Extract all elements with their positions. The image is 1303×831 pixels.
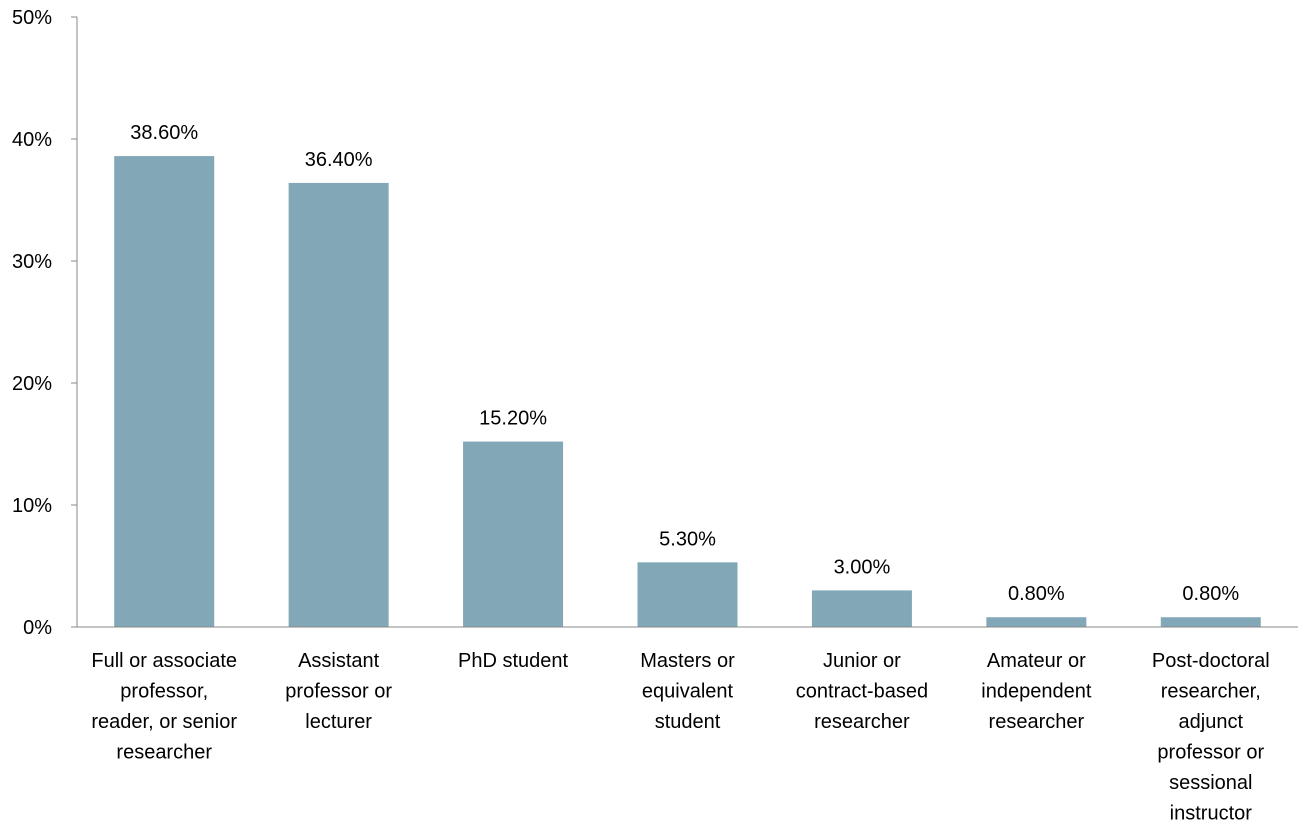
category-label-line: researcher bbox=[989, 711, 1085, 733]
category-label-line: lecturer bbox=[305, 711, 372, 733]
category-label-line: adjunct bbox=[1179, 711, 1244, 733]
data-label: 3.00% bbox=[834, 556, 891, 578]
category-label-line: independent bbox=[981, 681, 1092, 703]
category-label-line: Full or associate bbox=[91, 650, 237, 672]
y-tick-label: 40% bbox=[12, 129, 52, 151]
category-label-line: professor or bbox=[285, 681, 392, 703]
category-label-line: researcher bbox=[116, 742, 212, 764]
bar bbox=[811, 590, 912, 627]
category-label: Full or associate professor, reader, or se… bbox=[91, 650, 237, 764]
data-label: 36.40% bbox=[305, 149, 373, 171]
category-label-line: Amateur or bbox=[987, 650, 1086, 672]
category-label-line: sessional bbox=[1169, 772, 1252, 794]
category-label: PhD student bbox=[458, 650, 569, 672]
y-tick-label: 30% bbox=[12, 251, 52, 273]
category-label-line: Assistant bbox=[298, 650, 380, 672]
category-label-line: student bbox=[655, 711, 721, 733]
data-label: 38.60% bbox=[130, 122, 198, 144]
category-label-line: reader, or senior bbox=[91, 711, 237, 733]
bar bbox=[986, 617, 1087, 627]
category-label-line: instructor bbox=[1170, 803, 1253, 825]
axes-group bbox=[76, 17, 1298, 628]
category-label-line: researcher, bbox=[1161, 681, 1261, 703]
y-tick-label: 20% bbox=[12, 373, 52, 395]
y-axis-ticks: 0% 10% 20% 30% 40% 50% bbox=[12, 7, 77, 639]
y-tick-label: 0% bbox=[23, 617, 52, 639]
category-labels-group: Full or associate professor, reader, or se… bbox=[91, 650, 1269, 825]
category-label: Masters or equivalent student bbox=[640, 650, 735, 733]
bar bbox=[288, 182, 389, 628]
category-label-line: professor, bbox=[120, 681, 208, 703]
data-label: 15.20% bbox=[479, 408, 547, 430]
category-label: Post-doctoral researcher, adjunct professor… bbox=[1152, 650, 1270, 825]
y-tick-label: 50% bbox=[12, 7, 52, 29]
data-label: 0.80% bbox=[1182, 583, 1239, 605]
category-label: Assistant professor or lecturer bbox=[285, 650, 392, 733]
category-label-line: Post-doctoral bbox=[1152, 650, 1270, 672]
category-label-line: contract-based bbox=[796, 681, 928, 703]
category-label-line: professor or bbox=[1157, 742, 1264, 764]
bar bbox=[114, 156, 215, 627]
category-label: Junior or contract-based researcher bbox=[796, 650, 928, 733]
category-label-line: researcher bbox=[814, 711, 910, 733]
data-label: 5.30% bbox=[659, 528, 716, 550]
category-label-line: Masters or bbox=[640, 650, 735, 672]
bar bbox=[637, 562, 738, 627]
y-tick-label: 10% bbox=[12, 495, 52, 517]
data-labels-group: 38.60% 36.40% 15.20% 5.30% 3.00% 0.80% 0.80% bbox=[130, 122, 1239, 605]
data-label: 0.80% bbox=[1008, 583, 1065, 605]
category-label: Amateur or independent researcher bbox=[981, 650, 1092, 733]
category-label-line: equivalent bbox=[642, 681, 734, 703]
bar bbox=[1160, 617, 1261, 627]
category-label-line: Junior or bbox=[823, 650, 901, 672]
bars-group bbox=[114, 156, 1261, 628]
bar bbox=[463, 441, 564, 627]
category-label-line: PhD student bbox=[458, 650, 569, 672]
